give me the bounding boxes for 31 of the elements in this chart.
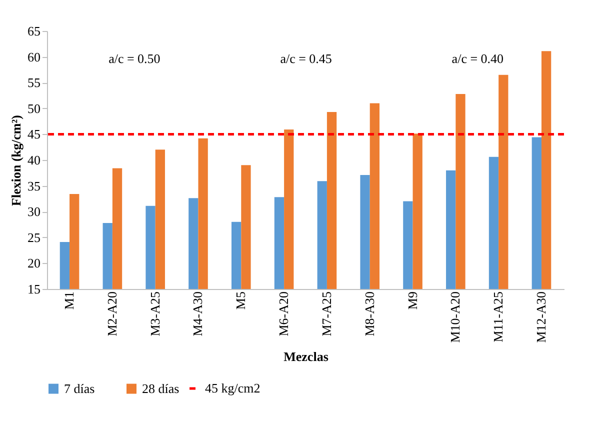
y-tick-label: 30 [28, 204, 40, 220]
y-tick-label: 35 [28, 178, 40, 194]
x-tick-label: M12-A30 [533, 292, 548, 343]
y-axis-title: Flexion (kg/cm²) [8, 115, 24, 206]
legend-label: 45 kg/cm2 [205, 380, 260, 396]
x-tick-label: M3-A25 [147, 292, 162, 336]
y-tick-label: 60 [28, 49, 40, 64]
annotation: a/c = 0.45 [280, 51, 332, 66]
x-tick-label: M7-A25 [318, 292, 334, 336]
x-tick-label: M8-A30 [362, 292, 377, 336]
x-tick-label: M1 [62, 292, 77, 310]
x-tick-label: M5 [233, 292, 248, 310]
x-axis-title: Mezclas [284, 348, 328, 364]
y-tick-label: 50 [28, 100, 40, 116]
annotation: a/c = 0.50 [108, 51, 160, 66]
y-tick-label: 40 [28, 152, 40, 168]
x-tick-label: M10-A20 [448, 292, 463, 343]
annotation: a/c = 0.40 [452, 51, 504, 66]
x-tick-label: M6-A20 [276, 292, 292, 336]
legend-label: 28 días [142, 380, 180, 396]
y-tick-label: 65 [28, 24, 40, 38]
legend-label: 7 días [64, 380, 95, 396]
x-tick-label: M2-A20 [104, 292, 120, 336]
y-tick-label: 15 [28, 282, 40, 296]
x-tick-label: M9 [404, 292, 420, 310]
y-tick-label: 20 [28, 256, 40, 271]
y-tick-label: 55 [28, 75, 40, 90]
x-tick-label: M11-A25 [490, 292, 506, 342]
y-tick-label: 45 [28, 126, 40, 142]
y-tick-label: 25 [28, 230, 40, 245]
x-tick-label: M4-A30 [190, 292, 206, 336]
